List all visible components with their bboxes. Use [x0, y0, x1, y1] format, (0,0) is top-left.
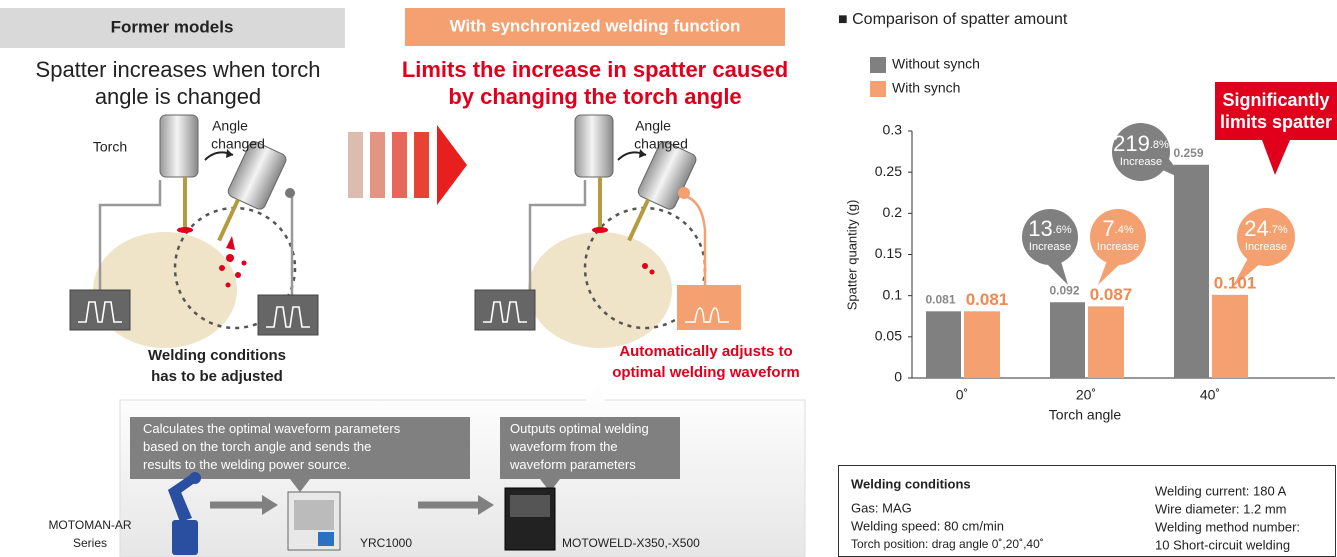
bubble-note: Increase	[1245, 241, 1287, 253]
bubble: 24.7% Increase	[1232, 208, 1295, 288]
bubble-value: 13	[1028, 216, 1052, 241]
device-label: MOTOWELD-X350,-X500	[562, 536, 700, 550]
conditions-box	[838, 465, 1336, 557]
bar	[1088, 306, 1124, 378]
label: changed	[211, 136, 265, 152]
bubble-value: 219	[1113, 131, 1150, 156]
label: Angle	[212, 118, 248, 134]
caption: Limits the increase in spatter caused	[402, 57, 788, 82]
header-box	[0, 8, 345, 48]
bubble: 13.6% Increase	[1022, 209, 1078, 285]
bubble-value: .8%	[1150, 139, 1169, 151]
value-label: 0.087	[1090, 285, 1133, 304]
conditions-title: Welding conditions	[851, 476, 971, 491]
bubble: 7.4% Increase	[1090, 209, 1146, 285]
y-tick-label: 0.2	[883, 204, 903, 220]
callout-line: Outputs optimal welding	[510, 421, 649, 436]
bubble-value: .4%	[1115, 224, 1134, 236]
y-axis-label: Spatter quantity (g)	[844, 200, 859, 311]
chart-callout: Significantly limits spatter	[1215, 82, 1337, 175]
condition: Welding current: 180 A	[1155, 483, 1287, 498]
flow-panel	[119, 386, 806, 557]
y-tick-label: 0.25	[875, 163, 902, 179]
legend-swatch	[870, 57, 886, 73]
legend-label: Without synch	[892, 56, 980, 72]
bubble-value: .7%	[1269, 224, 1288, 236]
device-label: Series	[73, 536, 107, 550]
svg-text:13.6%: 13.6%	[1028, 216, 1072, 241]
x-tick-label: 0˚	[956, 387, 968, 403]
header: With synchronized welding function	[450, 16, 741, 35]
bar	[1212, 294, 1248, 378]
legend-label: With synch	[892, 80, 960, 96]
callout-line: waveform from the	[509, 439, 618, 454]
device-label: MOTOMAN-AR	[48, 518, 131, 532]
condition: 10 Short-circuit welding	[1155, 537, 1290, 552]
value-label: 0.092	[1049, 283, 1079, 297]
bar	[1174, 164, 1209, 378]
bubble-value: .6%	[1053, 224, 1072, 236]
bubble-note: Increase	[1097, 241, 1139, 253]
header-box	[405, 8, 785, 46]
bar	[1050, 302, 1085, 378]
condition: Welding method number:	[1155, 519, 1300, 534]
former-illustration	[69, 114, 319, 348]
callout-line: based on the torch angle and sends the	[143, 439, 371, 454]
x-tick-label: 40˚	[1200, 387, 1220, 403]
callout-line: waveform parameters	[509, 457, 636, 472]
note: has to be adjusted	[151, 368, 283, 385]
callout-line: Significantly	[1222, 90, 1329, 110]
callout-line: limits spatter	[1220, 112, 1332, 132]
arrow	[348, 125, 467, 205]
caption: by changing the torch angle	[448, 84, 741, 109]
callout: Calculates the optimal waveform paramete…	[143, 421, 401, 472]
bubble-value: 24	[1244, 216, 1268, 241]
svg-text:24.7%: 24.7%	[1244, 216, 1288, 241]
y-tick-label: 0.05	[875, 328, 902, 344]
value-label: 0.101	[1214, 273, 1257, 292]
bubble: 219.8% Increase	[1112, 123, 1185, 181]
condition: Gas: MAG	[851, 500, 912, 515]
bar	[926, 311, 961, 378]
note: optimal welding waveform	[612, 364, 800, 381]
y-tick-label: 0	[894, 369, 902, 385]
note: Welding conditions	[148, 347, 286, 364]
y-tick-label: 0.15	[875, 245, 902, 261]
value-label: 0.081	[966, 290, 1009, 309]
y-tick-label: 0.3	[883, 122, 903, 138]
x-axis-label: Torch angle	[1049, 407, 1122, 423]
svg-text:219.8%: 219.8%	[1113, 131, 1169, 156]
bar	[964, 311, 1000, 378]
bubble-value: 7	[1102, 216, 1114, 241]
caption: angle is changed	[95, 84, 261, 109]
svg-text:7.4%: 7.4%	[1102, 216, 1133, 241]
value-label: 0.081	[925, 292, 955, 306]
condition: Wire diameter: 1.2 mm	[1155, 501, 1286, 516]
x-tick-label: 20˚	[1076, 387, 1096, 403]
sync-illustration	[474, 114, 741, 348]
value-label: 0.259	[1173, 146, 1203, 160]
label: Angle	[635, 118, 671, 134]
header: Former models	[111, 17, 234, 36]
callout-line: results to the welding power source.	[143, 457, 350, 472]
label: Torch	[93, 139, 127, 155]
device-label: YRC1000	[360, 536, 412, 550]
bubble-note: Increase	[1029, 241, 1071, 253]
legend-swatch	[870, 81, 886, 97]
label: changed	[634, 136, 688, 152]
note: Automatically adjusts to	[619, 343, 792, 360]
condition: Welding speed: 80 cm/min	[851, 518, 1004, 533]
callout: Outputs optimal welding waveform from the…	[509, 421, 649, 472]
chart-title: ■ Comparison of spatter amount	[838, 11, 1068, 28]
bubble-note: Increase	[1120, 156, 1162, 168]
condition: Torch position: drag angle 0˚,20˚,40˚	[851, 537, 1044, 551]
caption: Spatter increases when torch	[36, 57, 321, 82]
callout-line: Calculates the optimal waveform paramete…	[143, 421, 401, 436]
y-tick-label: 0.1	[883, 286, 903, 302]
